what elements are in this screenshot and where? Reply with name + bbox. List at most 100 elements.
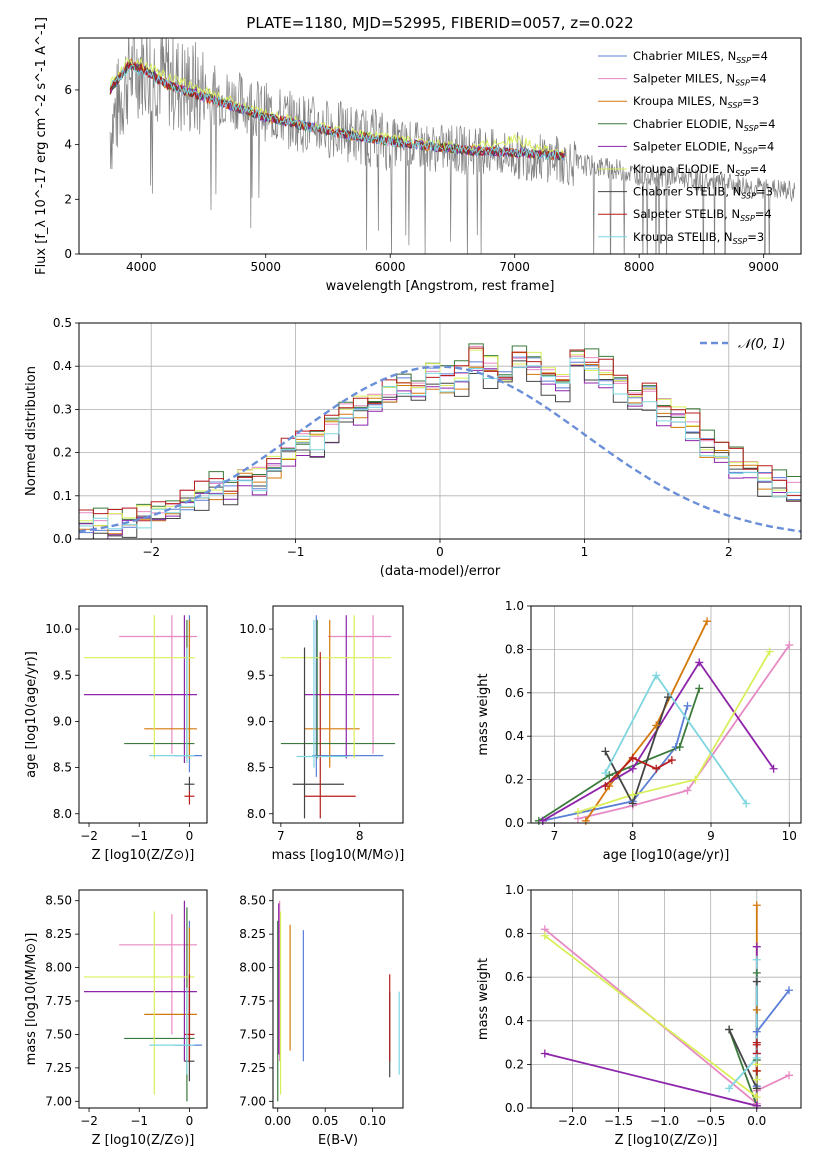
mass-weight-marker [663,693,672,702]
model-line [109,60,565,161]
mass-weight-line [544,935,758,1099]
x-tick-label: 7 [551,829,559,843]
mass-weight-marker [765,647,774,656]
y-tick-label: 0.2 [505,773,524,787]
y-tick-label: 7.25 [239,1061,266,1075]
x-tick-label: 0 [186,1114,194,1128]
plot-area [280,615,400,819]
y-tick-label: 6 [64,83,72,97]
mass-weight-marker [752,901,761,910]
panel-spectrum: 4000 5000 6000 7000 8000 9000 0 2 4 6 wavelength [… [34,17,802,294]
y-tick-label: 8.0 [247,807,266,821]
x-tick-label: 0.10 [359,1114,386,1128]
y-tick-label: 9.5 [53,668,72,682]
x-tick-label: −1 [130,829,148,843]
mass-weight-marker [652,721,661,730]
legend-label: Kroupa ELODIE, NSSP=4 [633,162,767,178]
y-tick-label: 8.0 [53,807,72,821]
y-tick-label: 7.00 [45,1094,72,1108]
histogram-step [79,343,801,524]
mass-weight-marker [752,1053,761,1062]
mass-weight-marker [752,1093,761,1102]
mass-weight-marker [601,747,610,756]
y-tick-label: 7.50 [45,1027,72,1041]
x-axis-label: Z [log10(Z/Z⊙)] [92,848,195,863]
x-tick-label: 0.05 [312,1114,339,1128]
plot-area [109,38,796,254]
x-tick-label: −1.0 [650,1114,679,1128]
y-tick-label: 0.4 [53,359,72,373]
plot-area [544,905,790,1107]
mass-weight-marker [667,756,676,765]
panel-mass-weight-vs-age: 7 8 9 10 0.0 0.2 0.4 0.6 0.8 1.0 age [log10(age/yr… [476,599,802,863]
x-tick-label: −2 [80,1114,98,1128]
mass-weight-marker [752,968,761,977]
x-tick-label: 8 [356,829,364,843]
y-axis-label: mass weight [476,673,491,755]
x-axis-label: Z [log10(Z/Z⊙)] [615,1133,718,1148]
mass-weight-marker [752,1040,761,1049]
x-tick-label: −0.5 [696,1114,725,1128]
axes-frame [272,605,404,824]
panel-residuals: −2 −1 0 1 2 0.0 0.1 0.2 0.3 0.4 0.5 (data-model)/er… [24,316,802,579]
mass-weight-marker [628,753,637,762]
y-tick-label: 8.50 [45,894,72,908]
mass-weight-marker [573,808,582,817]
y-tick-label: 8.25 [45,927,72,941]
mass-weight-marker [683,701,692,710]
y-tick-label: 8.25 [239,927,266,941]
plot-area [84,900,202,1102]
mass-weight-line [577,651,771,813]
y-tick-label: 0.6 [505,686,524,700]
y-tick-label: 7.25 [45,1061,72,1075]
mass-weight-marker [752,977,761,986]
normal-curve [79,365,801,533]
mass-weight-marker [742,799,751,808]
mass-weight-marker [683,786,692,795]
x-tick-label: 8000 [624,260,655,274]
model-line [109,57,565,160]
mass-weight-marker [695,658,704,667]
plot-area [79,343,801,539]
x-tick-label: 0 [186,829,194,843]
plot-area [84,615,202,805]
panel-mass-vs-EBV: 0.00 0.05 0.10 7.00 7.25 7.50 7.75 8.00 8.25 8.50… [239,889,404,1148]
y-axis-label: age [log10(age/yr)] [24,651,39,778]
mass-weight-marker [538,816,547,825]
mass-weight-line [604,756,673,787]
x-tick-label: 4000 [126,260,157,274]
x-tick-label: 0.0 [747,1114,766,1128]
mass-weight-line [544,946,758,1107]
x-tick-label: −2.0 [558,1114,587,1128]
panel-mass-vs-Z: −2 −1 0 7.00 7.25 7.50 7.75 8.00 8.25 8.50 Z [log1… [24,889,208,1148]
legend-label: Kroupa MILES, NSSP=3 [633,94,759,110]
panel-age-vs-Z: −2 −1 0 8.0 8.5 9.0 9.5 10.0 Z [log10(Z/Z⊙)] age … [24,605,208,863]
x-axis-label: E(B-V) [318,1133,358,1148]
x-tick-label: −1 [287,545,305,559]
mass-weight-marker [601,769,610,778]
mass-weight-marker [652,671,661,680]
y-tick-label: 10.0 [45,622,72,636]
y-tick-label: 1.0 [505,599,524,613]
mass-weight-marker [752,1027,761,1036]
legend-label: Kroupa STELIB, NSSP=3 [633,230,764,246]
axes-frame [78,889,208,1109]
x-tick-label: 0.00 [264,1114,291,1128]
y-tick-label: 8.00 [45,961,72,975]
mass-weight-marker [703,617,712,626]
mass-weight-marker [691,775,700,784]
axes-frame [530,605,802,824]
mass-weight-marker [769,764,778,773]
y-axis-label: Normed distribution [24,366,39,496]
x-tick-label: 7000 [499,260,530,274]
y-tick-label: 0.0 [53,532,72,546]
y-tick-label: 0.0 [505,1101,524,1115]
y-tick-label: 7.75 [45,994,72,1008]
x-tick-label: −1.5 [604,1114,633,1128]
mass-weight-marker [628,764,637,773]
mass-weight-marker [752,955,761,964]
mass-weight-marker [752,1084,761,1093]
x-tick-label: 2 [725,545,733,559]
mass-weight-marker [540,1049,549,1058]
mass-weight-marker [752,1075,761,1084]
